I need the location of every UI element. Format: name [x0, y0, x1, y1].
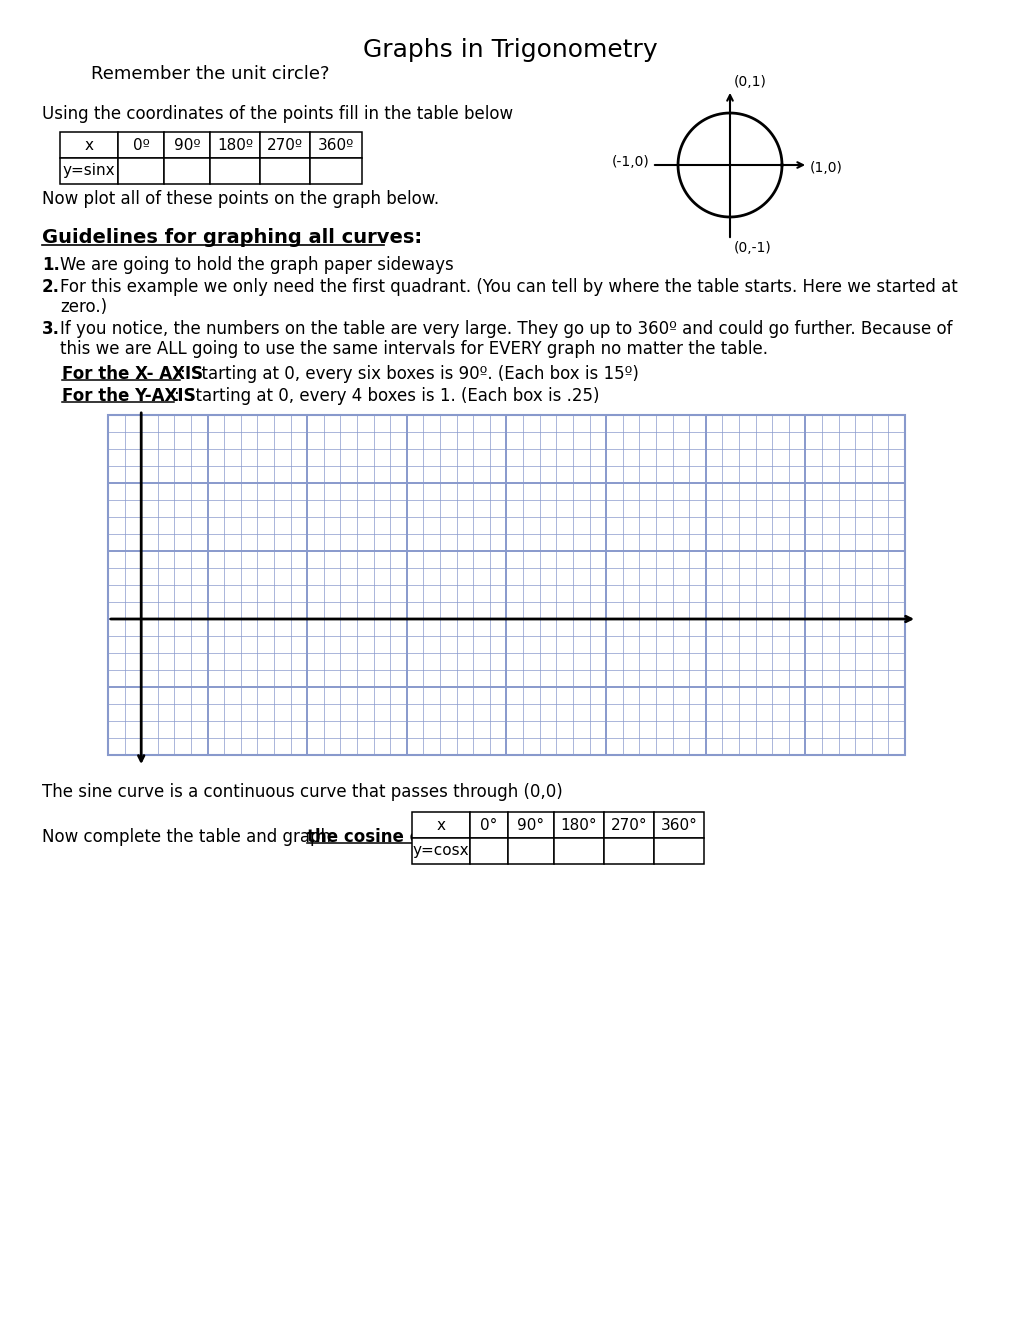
Bar	[108, 414, 904, 755]
Text: For the Y-AXIS: For the Y-AXIS	[62, 387, 196, 405]
Text: 90º: 90º	[173, 137, 200, 153]
Bar	[310, 158, 362, 183]
Text: y=cosx: y=cosx	[413, 843, 469, 858]
Bar	[603, 812, 653, 838]
Text: 3.: 3.	[42, 319, 60, 338]
Text: 180º: 180º	[217, 137, 253, 153]
Text: For this example we only need the first quadrant. (You can tell by where the tab: For this example we only need the first …	[60, 279, 957, 296]
Text: 180°: 180°	[560, 817, 597, 833]
Bar	[118, 132, 164, 158]
Bar	[164, 132, 210, 158]
Text: (-1,0): (-1,0)	[611, 154, 649, 169]
Text: 90°: 90°	[517, 817, 544, 833]
Bar	[507, 838, 553, 865]
Text: 270°: 270°	[610, 817, 647, 833]
Text: : Starting at 0, every 4 boxes is 1. (Each box is .25): : Starting at 0, every 4 boxes is 1. (Ea…	[174, 387, 599, 405]
Text: (1,0): (1,0)	[809, 161, 842, 176]
Text: (0,-1): (0,-1)	[734, 242, 771, 255]
Text: For the X- AXIS: For the X- AXIS	[62, 366, 203, 383]
Text: 270º: 270º	[267, 137, 303, 153]
Bar	[210, 158, 260, 183]
Text: 0º: 0º	[132, 137, 150, 153]
Text: 360°: 360°	[660, 817, 697, 833]
Text: x: x	[436, 817, 445, 833]
Bar	[553, 812, 603, 838]
Bar	[470, 812, 507, 838]
Text: Graphs in Trigonometry: Graphs in Trigonometry	[363, 38, 656, 62]
Text: Using the coordinates of the points fill in the table below: Using the coordinates of the points fill…	[42, 106, 513, 123]
Text: zero.): zero.)	[60, 298, 107, 315]
Bar	[210, 132, 260, 158]
Text: : Starting at 0, every six boxes is 90º. (Each box is 15º): : Starting at 0, every six boxes is 90º.…	[179, 366, 638, 383]
Bar	[412, 812, 470, 838]
Text: If you notice, the numbers on the table are very large. They go up to 360º and c: If you notice, the numbers on the table …	[60, 319, 952, 338]
Text: Guidelines for graphing all curves:: Guidelines for graphing all curves:	[42, 228, 422, 247]
Text: 360º: 360º	[318, 137, 354, 153]
Text: .: .	[429, 828, 434, 846]
Text: Now complete the table and graph: Now complete the table and graph	[42, 828, 336, 846]
Bar	[507, 812, 553, 838]
Text: The sine curve is a continuous curve that passes through (0,0): The sine curve is a continuous curve tha…	[42, 783, 562, 801]
Text: x: x	[85, 137, 94, 153]
Bar	[60, 158, 118, 183]
Bar	[260, 158, 310, 183]
Bar	[260, 132, 310, 158]
Text: the cosine curve: the cosine curve	[307, 828, 462, 846]
Text: We are going to hold the graph paper sideways: We are going to hold the graph paper sid…	[60, 256, 453, 275]
Bar	[553, 838, 603, 865]
Text: 1.: 1.	[42, 256, 60, 275]
Bar	[118, 158, 164, 183]
Bar	[653, 838, 703, 865]
Bar	[60, 132, 118, 158]
Text: (0,1): (0,1)	[734, 75, 766, 88]
Bar	[164, 158, 210, 183]
Text: 0°: 0°	[480, 817, 497, 833]
Bar	[412, 838, 470, 865]
Text: Remember the unit circle?: Remember the unit circle?	[91, 65, 329, 83]
Text: Now plot all of these points on the graph below.: Now plot all of these points on the grap…	[42, 190, 439, 209]
Bar	[108, 414, 904, 755]
Bar	[603, 838, 653, 865]
Bar	[310, 132, 362, 158]
Bar	[470, 838, 507, 865]
Text: y=sinx: y=sinx	[62, 164, 115, 178]
Text: this we are ALL going to use the same intervals for EVERY graph no matter the ta: this we are ALL going to use the same in…	[60, 341, 767, 358]
Bar	[653, 812, 703, 838]
Text: 2.: 2.	[42, 279, 60, 296]
